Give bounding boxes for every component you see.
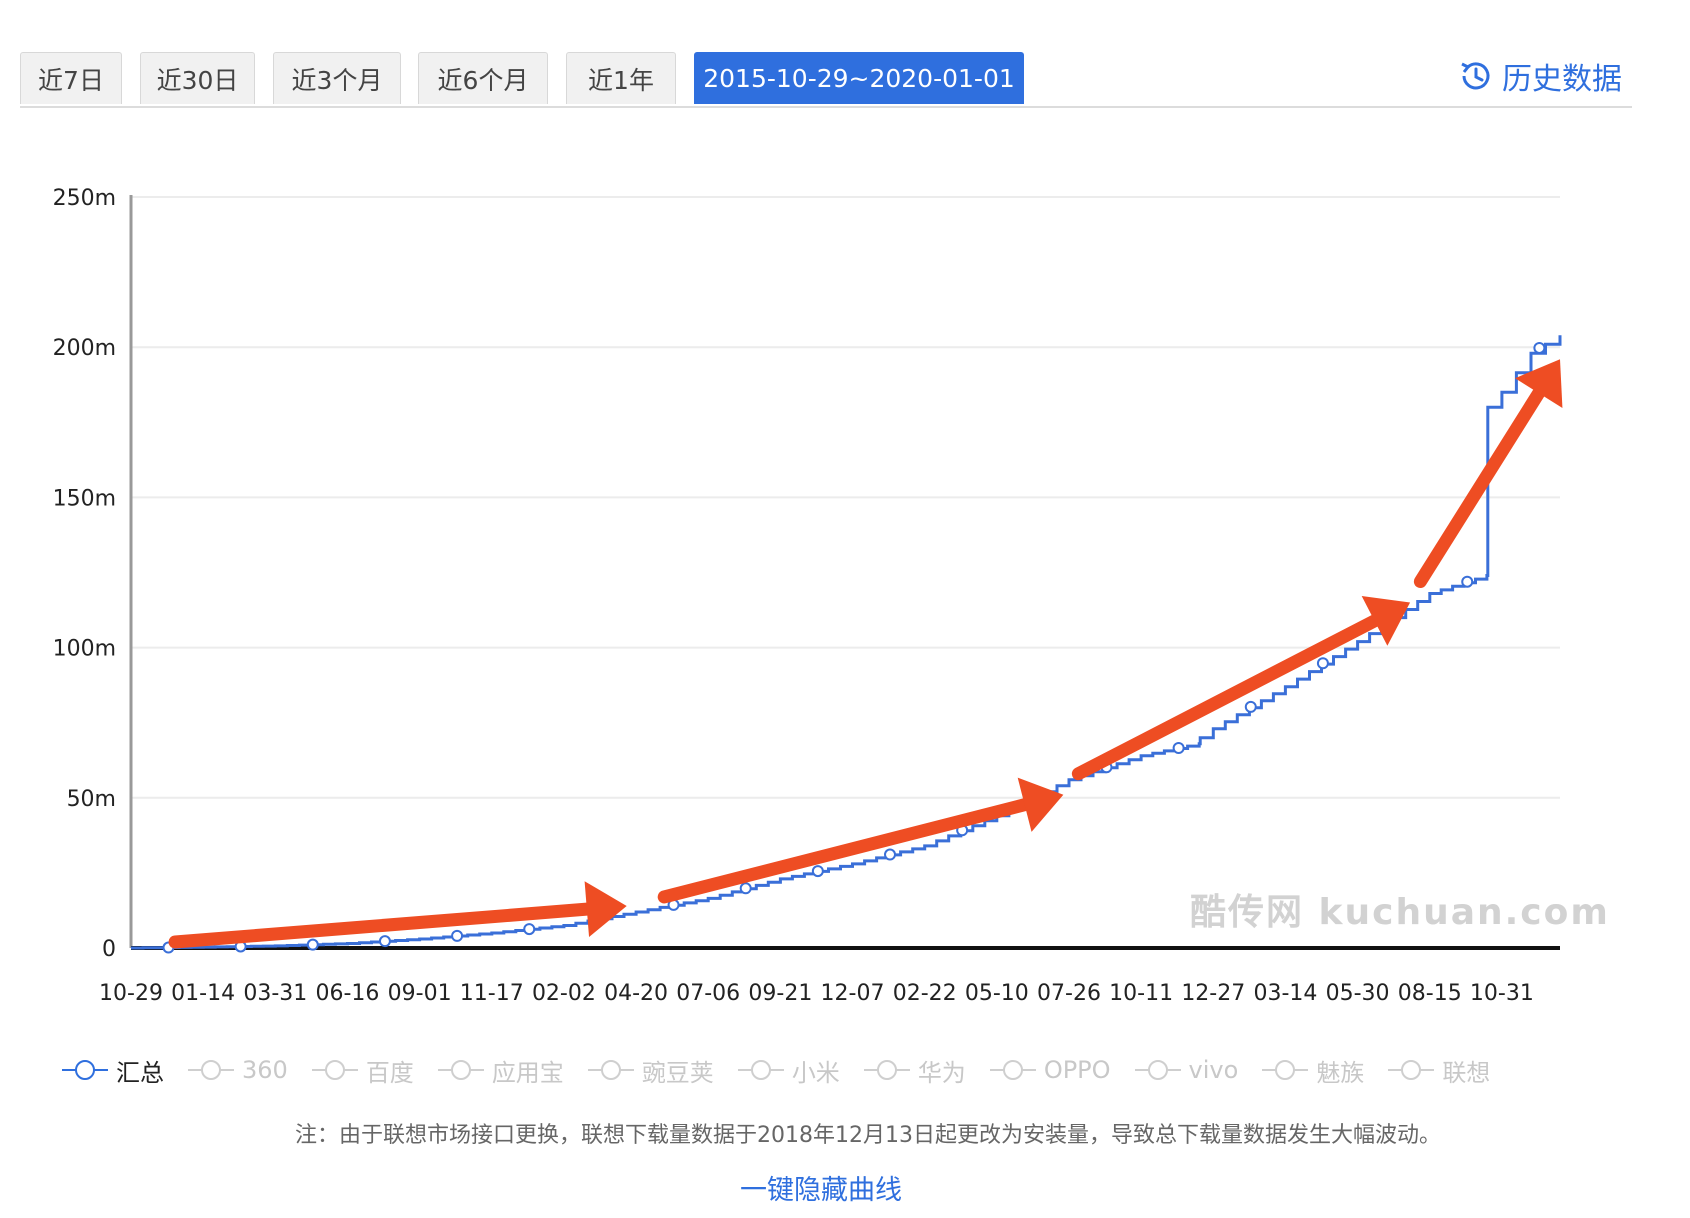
legend: 汇总 360 百度 应用宝 豌豆荚 小米 华为 OPPO vivo 魅族 联想 xyxy=(62,1050,1514,1090)
legend-marker-icon xyxy=(1262,1060,1309,1080)
x-tick-label: 02-22 xyxy=(893,981,957,1006)
legend-label: 汇总 xyxy=(116,1058,164,1087)
legend-item-oppo[interactable]: OPPO xyxy=(989,1056,1111,1084)
legend-item-yingyongbao[interactable]: 应用宝 xyxy=(437,1053,564,1088)
data-point xyxy=(1533,341,1546,354)
y-tick-label: 250m xyxy=(53,186,116,211)
tab-3-months[interactable]: 近3个月 xyxy=(273,52,401,104)
legend-label: 百度 xyxy=(365,1058,414,1087)
legend-marker-icon xyxy=(1134,1060,1181,1080)
x-tick-label: 10-31 xyxy=(1470,981,1534,1006)
legend-label: 华为 xyxy=(917,1058,966,1087)
data-note: 注：由于联想市场接口更换，联想下载量数据于2018年12月13日起更改为安装量，… xyxy=(295,1123,1441,1148)
range-tabs: 近7日 近30日 近3个月 近6个月 近1年 2015-10-29~2020-0… xyxy=(20,50,1632,108)
x-tick-label: 03-14 xyxy=(1253,981,1317,1006)
y-tick-label: 200m xyxy=(53,336,116,361)
x-tick-label: 11-17 xyxy=(460,981,524,1006)
x-tick-label: 08-15 xyxy=(1398,981,1462,1006)
x-tick-label: 07-26 xyxy=(1037,981,1101,1006)
legend-label: vivo xyxy=(1188,1056,1239,1084)
x-tick-label: 03-31 xyxy=(243,981,307,1006)
data-point xyxy=(306,938,319,951)
history-data-link[interactable]: 历史数据 xyxy=(1458,54,1622,98)
x-axis-labels: 10-29 01-14 03-31 06-16 09-01 11-17 02-02 04-20… xyxy=(99,981,1534,1006)
x-tick-label: 10-11 xyxy=(1109,981,1173,1006)
legend-item-total[interactable]: 汇总 xyxy=(62,1053,164,1088)
data-point xyxy=(739,882,752,895)
legend-marker-icon xyxy=(1388,1060,1435,1080)
download-trend-chart: 0 50m 100m 150m 200m 250m 10-29 01-14 03-31 06-1… xyxy=(53,186,1610,1006)
legend-label: 小米 xyxy=(791,1058,840,1087)
data-point xyxy=(1316,657,1329,670)
trend-arrow xyxy=(657,777,1064,904)
legend-item-360[interactable]: 360 xyxy=(188,1056,288,1084)
legend-marker-icon xyxy=(989,1060,1036,1080)
legend-label: 360 xyxy=(242,1056,288,1084)
x-tick-label: 02-02 xyxy=(532,981,596,1006)
y-tick-label: 50m xyxy=(67,787,116,812)
data-point xyxy=(378,935,391,948)
data-point xyxy=(1172,741,1185,754)
legend-label: 魅族 xyxy=(1316,1058,1365,1087)
trend-arrow xyxy=(168,881,627,949)
legend-label: 应用宝 xyxy=(491,1058,564,1087)
legend-marker-icon xyxy=(863,1060,910,1080)
tab-7-days[interactable]: 近7日 xyxy=(20,52,122,104)
watermark: 酷传网 kuchuan.com xyxy=(1190,892,1610,933)
x-tick-label: 05-30 xyxy=(1326,981,1390,1006)
data-point xyxy=(523,923,536,936)
tab-30-days[interactable]: 近30日 xyxy=(140,52,255,104)
y-tick-label: 100m xyxy=(53,637,116,662)
legend-marker-icon xyxy=(737,1060,784,1080)
data-point xyxy=(1461,575,1474,588)
legend-marker-icon xyxy=(188,1060,234,1080)
legend-item-baidu[interactable]: 百度 xyxy=(311,1053,414,1088)
legend-label: 联想 xyxy=(1442,1058,1491,1087)
legend-item-meizu[interactable]: 魅族 xyxy=(1262,1053,1364,1088)
x-tick-label: 12-07 xyxy=(821,981,885,1006)
x-tick-label: 01-14 xyxy=(171,981,235,1006)
grid-lines xyxy=(131,196,1560,799)
x-tick-label: 09-21 xyxy=(748,981,812,1006)
data-point xyxy=(811,865,824,878)
trend-arrow xyxy=(1071,596,1411,781)
trend-arrow xyxy=(1413,359,1563,589)
legend-item-lenovo[interactable]: 联想 xyxy=(1388,1053,1490,1088)
tab-1-year[interactable]: 近1年 xyxy=(566,52,676,104)
y-tick-label: 0 xyxy=(102,937,116,962)
hide-all-curves-button[interactable]: 一键隐藏曲线 xyxy=(740,1175,902,1206)
data-point xyxy=(1244,700,1257,713)
x-tick-label: 04-20 xyxy=(604,981,668,1006)
trend-arrows xyxy=(168,359,1563,949)
x-tick-label: 05-10 xyxy=(965,981,1029,1006)
data-point xyxy=(884,848,897,861)
legend-marker-icon xyxy=(311,1060,358,1080)
x-tick-label: 07-06 xyxy=(676,981,740,1006)
x-tick-label: 10-29 xyxy=(99,981,163,1006)
x-tick-label: 12-27 xyxy=(1181,981,1245,1006)
legend-marker-icon xyxy=(62,1060,108,1080)
y-tick-label: 150m xyxy=(53,486,116,511)
legend-item-xiaomi[interactable]: 小米 xyxy=(737,1053,840,1088)
legend-label: OPPO xyxy=(1043,1056,1111,1084)
history-data-label: 历史数据 xyxy=(1502,62,1622,97)
history-clock-icon xyxy=(1461,62,1490,90)
legend-label: 豌豆荚 xyxy=(641,1058,714,1087)
legend-item-huawei[interactable]: 华为 xyxy=(863,1053,966,1088)
x-tick-label: 06-16 xyxy=(315,981,379,1006)
x-tick-label: 09-01 xyxy=(388,981,452,1006)
legend-item-wandoujia[interactable]: 豌豆荚 xyxy=(587,1053,714,1088)
legend-marker-icon xyxy=(587,1060,634,1080)
data-point xyxy=(451,929,464,942)
tab-custom-range[interactable]: 2015-10-29~2020-01-01 xyxy=(694,52,1024,104)
legend-marker-icon xyxy=(437,1060,484,1080)
legend-item-vivo[interactable]: vivo xyxy=(1134,1056,1239,1084)
tab-6-months[interactable]: 近6个月 xyxy=(418,52,548,104)
y-axis-labels: 0 50m 100m 150m 200m 250m xyxy=(53,186,116,962)
